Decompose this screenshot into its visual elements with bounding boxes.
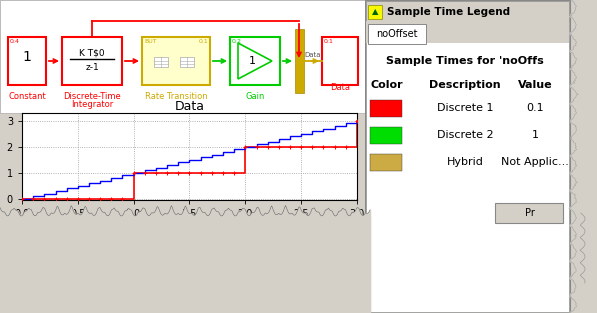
FancyBboxPatch shape <box>368 24 426 44</box>
Text: Description: Description <box>429 80 501 90</box>
Text: Rate Transition: Rate Transition <box>144 92 207 101</box>
Text: Hybrid: Hybrid <box>447 157 484 167</box>
Text: noOffset: noOffset <box>376 29 418 39</box>
Text: Data: Data <box>330 83 350 92</box>
FancyBboxPatch shape <box>370 127 402 144</box>
FancyBboxPatch shape <box>295 29 304 93</box>
Text: Color: Color <box>371 80 404 90</box>
FancyBboxPatch shape <box>366 21 569 43</box>
Text: Value: Value <box>518 80 552 90</box>
Text: 0.1: 0.1 <box>198 39 208 44</box>
Text: 0:4: 0:4 <box>10 39 20 44</box>
Text: 1: 1 <box>23 50 32 64</box>
FancyBboxPatch shape <box>230 37 280 85</box>
Text: 1: 1 <box>531 130 538 140</box>
Text: BUT: BUT <box>144 39 156 44</box>
Text: Sample Time Legend: Sample Time Legend <box>387 7 510 17</box>
Text: Discrete-Time: Discrete-Time <box>63 92 121 101</box>
FancyBboxPatch shape <box>154 57 168 67</box>
FancyBboxPatch shape <box>142 37 210 85</box>
Text: ▲: ▲ <box>372 8 378 17</box>
Text: 0.1: 0.1 <box>526 103 544 113</box>
FancyBboxPatch shape <box>62 37 122 85</box>
FancyBboxPatch shape <box>322 37 358 85</box>
FancyBboxPatch shape <box>8 37 46 85</box>
Text: Discrete 1: Discrete 1 <box>437 103 493 113</box>
Text: Pr: Pr <box>525 208 535 218</box>
FancyBboxPatch shape <box>365 0 570 313</box>
Text: K T$0: K T$0 <box>79 49 105 58</box>
FancyBboxPatch shape <box>180 57 194 67</box>
Text: 0:1: 0:1 <box>324 39 334 44</box>
FancyBboxPatch shape <box>366 23 569 312</box>
FancyBboxPatch shape <box>370 100 402 117</box>
FancyBboxPatch shape <box>370 154 402 171</box>
Text: Integrator: Integrator <box>71 100 113 109</box>
Text: z-1: z-1 <box>85 64 99 73</box>
Text: 0:2: 0:2 <box>232 39 242 44</box>
Polygon shape <box>238 43 272 79</box>
Text: Not Applic...: Not Applic... <box>501 157 569 167</box>
FancyBboxPatch shape <box>366 1 569 22</box>
Text: Data: Data <box>304 52 321 58</box>
Text: Discrete 2: Discrete 2 <box>436 130 493 140</box>
Text: Constant: Constant <box>8 92 46 101</box>
Text: 1: 1 <box>248 56 256 66</box>
Title: Data: Data <box>174 100 205 113</box>
Text: Gain: Gain <box>245 92 264 101</box>
FancyBboxPatch shape <box>0 0 365 113</box>
FancyBboxPatch shape <box>368 5 382 19</box>
Text: Sample Times for 'noOffs: Sample Times for 'noOffs <box>386 56 544 66</box>
FancyBboxPatch shape <box>495 203 563 223</box>
